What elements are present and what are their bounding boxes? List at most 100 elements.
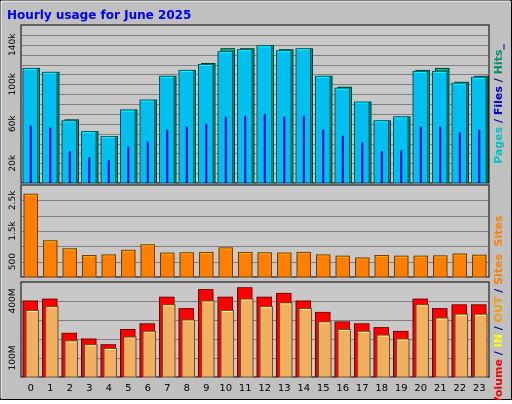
bar	[49, 127, 52, 183]
x-tick-label: 9	[203, 383, 209, 394]
x-tick-label: 11	[239, 383, 252, 394]
bar	[318, 321, 332, 378]
bar	[43, 240, 58, 278]
bar	[341, 135, 344, 183]
bar	[357, 330, 371, 378]
bar	[45, 306, 59, 378]
bar	[452, 253, 467, 278]
y-tick-label: 100M	[8, 346, 18, 371]
x-tick-label: 15	[317, 383, 330, 394]
bar	[218, 247, 233, 278]
series-label-part: Volume	[492, 359, 505, 400]
bar	[257, 252, 272, 278]
bar	[123, 336, 137, 378]
bar	[454, 313, 468, 378]
x-tick-label: 23	[473, 383, 486, 394]
bar	[439, 126, 442, 183]
series-label-part: _	[492, 44, 505, 50]
bar	[355, 257, 370, 278]
bar	[394, 255, 409, 278]
series-label-part: Hits	[492, 49, 505, 74]
bar	[380, 151, 383, 183]
bar	[396, 338, 410, 378]
bar	[435, 317, 449, 378]
bar	[238, 251, 253, 278]
bar	[277, 252, 292, 278]
bar	[68, 151, 71, 183]
bar	[146, 141, 149, 183]
series-label-part: IN	[492, 334, 505, 347]
x-tick-label: 10	[219, 383, 232, 394]
series-label-part: OUT	[492, 296, 505, 322]
y-tick-label: 400M	[8, 289, 18, 314]
bar	[64, 340, 78, 378]
bar	[376, 334, 390, 378]
bar	[84, 344, 98, 378]
x-tick-label: 16	[336, 383, 349, 394]
bar	[374, 255, 389, 278]
bar	[185, 126, 188, 183]
bar	[296, 251, 311, 278]
bar	[121, 249, 136, 278]
bar	[220, 310, 234, 378]
bar	[162, 304, 176, 378]
y-tick-label: 2.5k	[8, 190, 18, 210]
bar	[142, 330, 156, 378]
chart-title: Hourly usage for June 2025	[7, 8, 191, 22]
bar	[478, 129, 481, 183]
series-out	[25, 298, 488, 378]
panel-hits-series-label: Pages / Files / Hits_	[492, 44, 505, 164]
bar	[240, 298, 254, 378]
x-axis-tick-labels: 0 1 2 3 4 5 6 7 8 9 10 11 12 13 14 15 16 17 18 19 20 21 22 23	[28, 383, 486, 394]
y-tick-label: 500	[8, 253, 18, 270]
bar	[224, 116, 227, 183]
bar	[25, 310, 39, 378]
panel-sites-series-label: Sites	[492, 215, 505, 246]
bar	[259, 306, 273, 378]
x-tick-label: 12	[258, 383, 271, 394]
bar	[127, 146, 130, 183]
panel-hits: 20k 60k 100k 140k Pages / Files / Hits_	[8, 24, 505, 184]
x-tick-label: 7	[164, 383, 170, 394]
bar	[82, 255, 97, 278]
x-tick-label: 19	[395, 383, 408, 394]
x-tick-label: 2	[67, 383, 73, 394]
bar	[62, 248, 77, 278]
series-label-part: Files	[492, 86, 505, 116]
x-tick-label: 1	[47, 383, 53, 394]
series-label-part: Pages	[492, 126, 505, 164]
x-tick-label: 22	[453, 383, 466, 394]
bar	[199, 251, 214, 278]
bar	[244, 115, 247, 183]
bar	[322, 129, 325, 183]
x-tick-label: 8	[184, 383, 190, 394]
bar	[107, 160, 110, 183]
bar	[415, 304, 429, 378]
series-label-part: Sites	[492, 253, 505, 284]
bar	[140, 244, 155, 278]
bar	[201, 300, 215, 378]
x-tick-label: 6	[145, 383, 151, 394]
bar	[419, 126, 422, 183]
bar	[181, 319, 195, 378]
y-tick-label: 20k	[8, 154, 18, 171]
bar	[103, 348, 117, 378]
bar	[29, 125, 32, 183]
bar	[283, 116, 286, 183]
x-tick-label: 18	[375, 383, 388, 394]
x-tick-label: 21	[434, 383, 447, 394]
bar	[298, 308, 312, 378]
x-tick-label: 17	[356, 383, 369, 394]
panel-volume: 100M 400M Volume / IN / OUT / Sites	[8, 253, 505, 404]
x-tick-label: 0	[28, 383, 34, 394]
bar	[337, 329, 351, 378]
bar	[335, 255, 350, 278]
x-tick-label: 13	[278, 383, 291, 394]
bar	[413, 255, 428, 278]
series-sites	[23, 193, 487, 278]
series-label-part: /	[492, 285, 505, 297]
bar	[23, 193, 38, 278]
x-tick-label: 5	[125, 383, 131, 394]
series-label-part: /	[492, 74, 505, 86]
bar	[263, 113, 266, 183]
